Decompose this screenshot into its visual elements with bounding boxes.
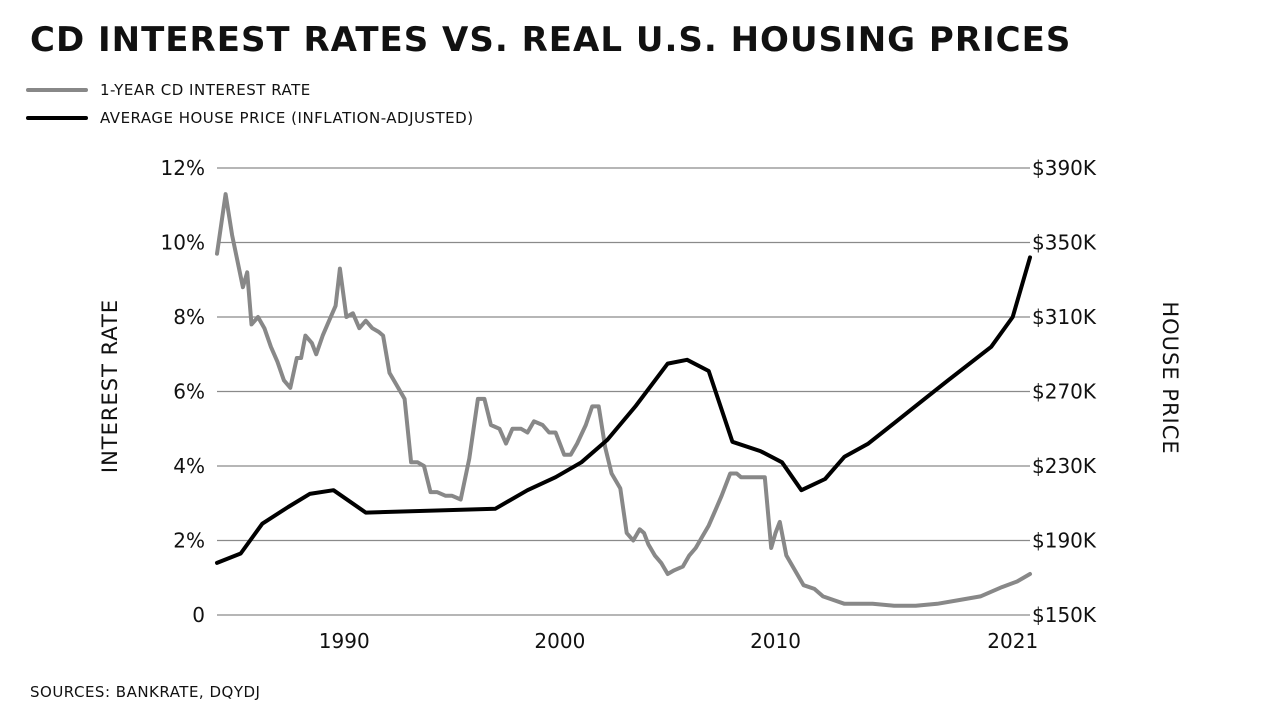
series-line-cd-rate [215,192,1032,608]
y-right-axis-title: HOUSE PRICE [1158,301,1182,454]
series-line-house-price [215,255,1032,565]
y-left-tick-label: 10% [161,231,205,255]
y-left-tick-label: 12% [161,156,205,180]
y-right-tick-label: $390K [1032,156,1097,180]
x-tick-label: 1990 [319,629,370,653]
y-right-tick-label: $150K [1032,603,1097,627]
y-left-tick-label: 6% [173,380,205,404]
y-left-axis-title: INTEREST RATE [98,299,122,473]
legend: 1-YEAR CD INTEREST RATE AVERAGE HOUSE PR… [26,76,474,132]
y-left-tick-label: 4% [173,454,205,478]
y-right-tick-label: $310K [1032,305,1097,329]
x-tick-label: 2000 [534,629,585,653]
y-left-tick-label: 0 [192,603,205,627]
chart-title: CD INTEREST RATES VS. REAL U.S. HOUSING … [30,20,1072,60]
source-note: SOURCES: BANKRATE, DQYDJ [30,683,261,701]
legend-swatch-cd-rate [26,88,88,92]
y-right-tick-label: $270K [1032,380,1097,404]
legend-item-house-price: AVERAGE HOUSE PRICE (INFLATION-ADJUSTED) [26,104,474,132]
legend-label-house-price: AVERAGE HOUSE PRICE (INFLATION-ADJUSTED) [100,109,474,127]
y-right-tick-label: $230K [1032,454,1097,478]
y-right-tick-label: $190K [1032,529,1097,553]
x-tick-label: 2021 [987,629,1038,653]
legend-label-cd-rate: 1-YEAR CD INTEREST RATE [100,81,311,99]
legend-item-cd-rate: 1-YEAR CD INTEREST RATE [26,76,474,104]
y-left-tick-label: 2% [173,529,205,553]
y-left-tick-label: 8% [173,305,205,329]
y-right-tick-label: $350K [1032,231,1097,255]
legend-swatch-house-price [26,116,88,120]
x-tick-label: 2010 [750,629,801,653]
